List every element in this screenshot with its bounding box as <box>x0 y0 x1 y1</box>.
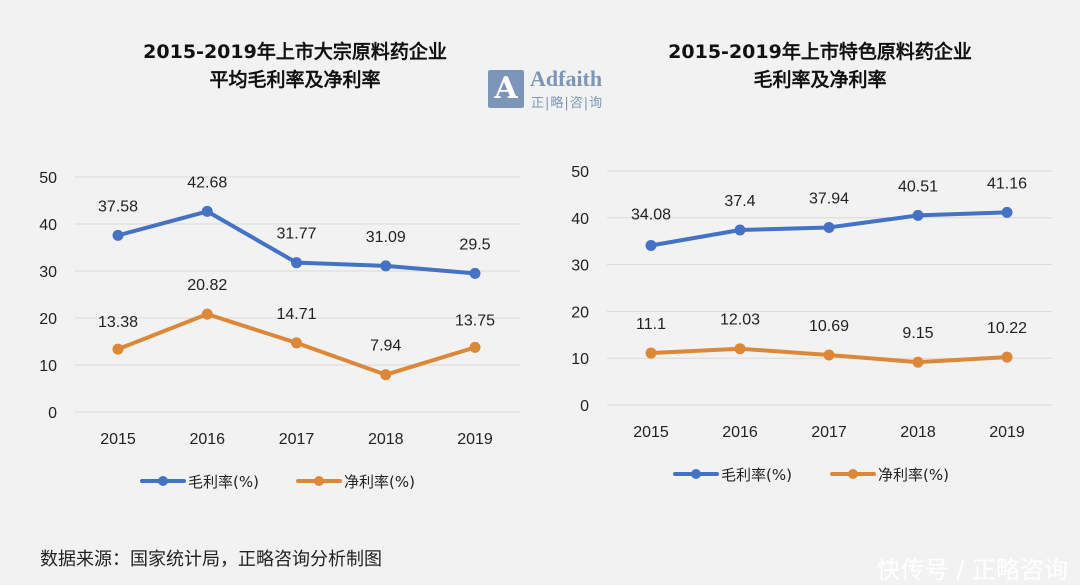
left-data-point <box>291 337 302 349</box>
left-y-tick-label: 40 <box>39 217 57 234</box>
right-data-label: 37.4 <box>724 193 755 210</box>
left-data-label: 13.75 <box>455 312 495 329</box>
left-chart-title: 2015-2019年上市大宗原料药企业 平均毛利率及净利率 <box>60 38 530 94</box>
left-data-point <box>291 257 302 269</box>
left-data-label: 37.58 <box>98 198 138 215</box>
right-y-tick-label: 50 <box>571 164 589 181</box>
left-x-tick-label: 2016 <box>189 431 225 448</box>
right-legend-label: 毛利率(%) <box>721 466 792 484</box>
left-x-tick-label: 2018 <box>368 431 404 448</box>
left-y-tick-label: 50 <box>39 170 57 187</box>
right-data-point <box>823 221 835 233</box>
right-data-point <box>912 356 924 368</box>
right-data-label: 40.51 <box>898 178 938 195</box>
watermark: 快传号 / 正略咨询 <box>876 556 1068 584</box>
right-data-point <box>734 343 746 355</box>
right-data-label: 34.08 <box>631 207 671 224</box>
left-x-tick-label: 2017 <box>279 431 315 448</box>
right-x-tick-label: 2015 <box>633 424 669 441</box>
left-legend-marker-icon <box>314 476 324 486</box>
right-data-label: 11.1 <box>636 316 666 333</box>
left-chart-title-line2: 平均毛利率及净利率 <box>209 69 381 91</box>
right-chart-title-line2: 毛利率及净利率 <box>753 69 887 91</box>
right-data-point <box>912 209 924 221</box>
left-data-point <box>201 205 213 217</box>
right-data-label: 12.03 <box>720 312 760 329</box>
right-y-tick-label: 0 <box>580 398 589 415</box>
right-x-tick-label: 2019 <box>989 424 1025 441</box>
left-y-tick-label: 0 <box>48 405 57 422</box>
right-data-label: 9.15 <box>902 325 933 342</box>
right-data-label: 37.94 <box>809 190 849 207</box>
left-data-point <box>201 308 213 320</box>
left-data-point <box>112 343 124 355</box>
left-data-point <box>469 341 481 353</box>
left-legend-label: 净利率(%) <box>344 473 415 491</box>
right-data-label: 41.16 <box>987 175 1027 192</box>
left-x-tick-label: 2019 <box>457 431 493 448</box>
left-data-label: 14.71 <box>276 306 316 323</box>
left-data-point <box>380 369 392 381</box>
right-y-tick-label: 40 <box>571 211 589 228</box>
right-data-label: 10.22 <box>987 320 1027 337</box>
left-data-label: 31.77 <box>276 226 316 243</box>
right-chart-title: 2015-2019年上市特色原料药企业 毛利率及净利率 <box>585 38 1055 94</box>
adfaith-logo: A Adfaith 正|略|咨|询 <box>488 66 618 112</box>
left-legend-marker-icon <box>158 476 168 486</box>
left-legend-label: 毛利率(%) <box>188 473 259 491</box>
left-data-label: 29.5 <box>459 236 490 253</box>
right-data-point <box>645 240 657 252</box>
left-chart-title-line1: 2015-2019年上市大宗原料药企业 <box>143 41 447 63</box>
left-data-label: 42.68 <box>187 174 227 191</box>
left-y-tick-label: 20 <box>39 311 57 328</box>
left-data-label: 7.94 <box>370 338 401 355</box>
left-x-tick-label: 2015 <box>100 431 136 448</box>
right-data-point <box>1001 206 1013 218</box>
right-legend-marker-icon <box>848 469 858 479</box>
right-data-point <box>1001 351 1013 363</box>
right-x-tick-label: 2017 <box>811 424 847 441</box>
left-data-label: 20.82 <box>187 277 227 294</box>
right-data-point <box>823 349 835 361</box>
logo-name-cn: 正|略|咨|询 <box>531 96 604 111</box>
left-data-point <box>469 267 481 279</box>
logo-name-en: Adfaith <box>530 66 603 91</box>
left-y-tick-label: 30 <box>39 264 57 281</box>
logo-mark-icon: A <box>488 70 524 108</box>
right-legend-label: 净利率(%) <box>878 466 949 484</box>
left-data-point <box>112 229 124 241</box>
right-data-point <box>734 224 746 236</box>
right-data-label: 10.69 <box>809 318 849 335</box>
left-data-label: 13.38 <box>98 314 138 331</box>
left-data-label: 31.09 <box>366 229 406 246</box>
right-x-tick-label: 2016 <box>722 424 758 441</box>
right-y-tick-label: 10 <box>571 351 589 368</box>
right-chart-title-line1: 2015-2019年上市特色原料药企业 <box>668 41 972 63</box>
source-note: 数据来源：国家统计局，正略咨询分析制图 <box>40 549 382 570</box>
right-legend-marker-icon <box>691 469 701 479</box>
right-y-tick-label: 30 <box>571 258 589 275</box>
left-data-point <box>380 260 392 272</box>
right-y-tick-label: 20 <box>571 304 589 321</box>
right-x-tick-label: 2018 <box>900 424 936 441</box>
left-y-tick-label: 10 <box>39 358 57 375</box>
right-data-point <box>645 347 657 359</box>
